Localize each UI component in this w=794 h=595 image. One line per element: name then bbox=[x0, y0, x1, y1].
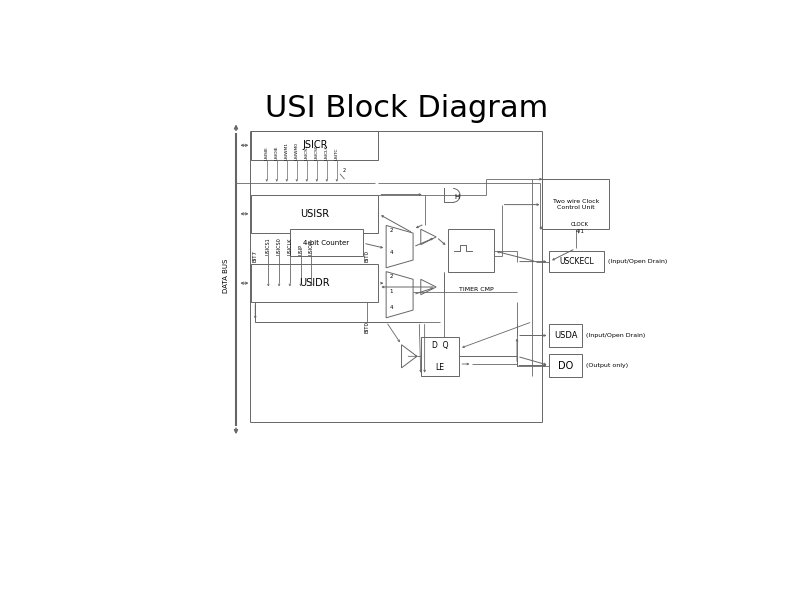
Text: (Output only): (Output only) bbox=[586, 363, 629, 368]
Text: TIMER CMP: TIMER CMP bbox=[459, 287, 494, 292]
Bar bbox=[252, 131, 379, 160]
Bar bbox=[542, 179, 610, 229]
Bar bbox=[549, 324, 583, 347]
Text: BIT0: BIT0 bbox=[364, 250, 369, 262]
Text: USIOIF: USIOIF bbox=[309, 239, 314, 255]
Text: USITC: USITC bbox=[335, 148, 339, 160]
Text: USICS1: USICS1 bbox=[266, 237, 271, 255]
Text: D  Q

LE: D Q LE bbox=[432, 341, 449, 372]
Text: BIT7: BIT7 bbox=[252, 250, 258, 262]
Bar bbox=[252, 264, 379, 302]
Text: JSICR: JSICR bbox=[303, 140, 328, 151]
Text: DO: DO bbox=[558, 361, 573, 371]
Text: (Input/Open Drain): (Input/Open Drain) bbox=[608, 259, 667, 264]
Text: USICLK: USICLK bbox=[287, 238, 292, 255]
Bar bbox=[252, 195, 379, 233]
Text: USISR: USISR bbox=[300, 209, 330, 219]
Text: 2: 2 bbox=[389, 228, 393, 233]
Text: Two wire Clock
Control Unit: Two wire Clock Control Unit bbox=[553, 199, 599, 210]
Text: USIWM1: USIWM1 bbox=[285, 142, 289, 160]
Bar bbox=[290, 229, 363, 256]
Text: BIT0: BIT0 bbox=[364, 321, 369, 333]
Text: 4-bit Counter: 4-bit Counter bbox=[303, 240, 349, 246]
Bar bbox=[549, 354, 583, 377]
Bar bbox=[448, 229, 494, 271]
Text: USCKECL: USCKECL bbox=[559, 256, 594, 266]
Text: H: H bbox=[454, 194, 460, 200]
Text: DATA BUS: DATA BUS bbox=[223, 258, 229, 293]
Text: 2: 2 bbox=[343, 168, 346, 173]
Text: (Input/Open Drain): (Input/Open Drain) bbox=[586, 333, 646, 338]
Text: USICS1: USICS1 bbox=[305, 145, 309, 160]
Text: USICS0: USICS0 bbox=[276, 237, 282, 255]
Text: USI Block Diagram: USI Block Diagram bbox=[265, 95, 549, 124]
Text: USIP: USIP bbox=[299, 245, 303, 255]
Text: 4: 4 bbox=[389, 250, 393, 255]
Text: USICLK: USICLK bbox=[325, 145, 329, 160]
Text: USIDR: USIDR bbox=[299, 278, 330, 288]
Text: USISIE: USISIE bbox=[264, 146, 269, 160]
Text: USICS0: USICS0 bbox=[315, 145, 319, 160]
Bar bbox=[549, 251, 604, 271]
Text: 1: 1 bbox=[389, 289, 393, 294]
Text: 2: 2 bbox=[389, 274, 393, 280]
Text: USIWM0: USIWM0 bbox=[295, 142, 299, 160]
Text: CLOCK
4/1: CLOCK 4/1 bbox=[571, 223, 589, 233]
Text: USIOIE: USIOIE bbox=[275, 145, 279, 160]
Text: USDA: USDA bbox=[554, 331, 578, 340]
Text: 4: 4 bbox=[389, 305, 393, 309]
Bar bbox=[421, 337, 459, 375]
